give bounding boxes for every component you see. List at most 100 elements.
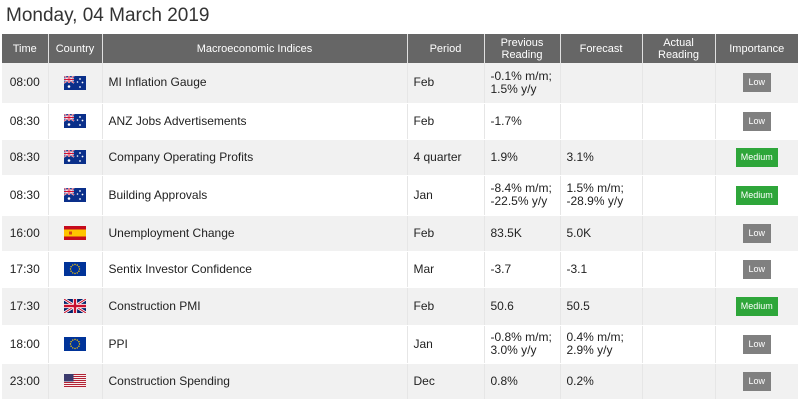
importance-badge: Medium — [735, 147, 778, 167]
row-forecast-line1: 5.0K — [566, 225, 592, 240]
row-country — [48, 287, 103, 326]
row-indicator[interactable]: Company Operating Profits — [102, 139, 408, 176]
row-forecast-line1: -3.1 — [566, 261, 588, 276]
column-header-country[interactable]: Country — [48, 34, 103, 63]
table-row[interactable]: 08:30 ANZ Jobs Advertisements Feb -1.7% Low — [2, 103, 798, 140]
row-indicator[interactable]: Sentix Investor Confidence — [102, 251, 408, 288]
row-previous-line2: -22.5% y/y — [490, 194, 548, 208]
row-forecast-line1: 3.1% — [566, 149, 594, 164]
column-header-forecast[interactable]: Forecast — [560, 34, 643, 63]
row-indicator[interactable]: PPI — [102, 325, 408, 364]
row-indicator[interactable]: Unemployment Change — [102, 215, 408, 252]
table-row[interactable]: 08:00 MI Inflation Gauge Feb -0.1% m/m; 1.5%… — [2, 63, 798, 104]
row-previous-line1: 1.9% — [490, 149, 518, 164]
row-previous-line1: -1.7% — [490, 113, 522, 128]
row-forecast — [560, 103, 643, 140]
row-forecast: 1.5% m/m; -28.9% y/y — [560, 175, 643, 216]
row-previous: -0.8% m/m; 3.0% y/y — [484, 325, 561, 364]
row-time: 18:00 — [2, 325, 49, 364]
row-actual — [642, 363, 716, 400]
row-indicator[interactable]: Construction Spending — [102, 363, 408, 400]
row-indicator[interactable]: Construction PMI — [102, 287, 408, 326]
row-actual — [642, 325, 716, 364]
column-header-previous[interactable]: Previous Reading — [484, 34, 561, 63]
row-importance: Medium — [715, 287, 798, 326]
importance-badge: Low — [742, 223, 771, 243]
uk-flag-icon — [64, 299, 86, 313]
table-row[interactable]: 17:30 Sentix Investor Confidence Mar -3.7 -3… — [2, 251, 798, 288]
row-importance: Medium — [715, 175, 798, 216]
row-country — [48, 215, 103, 252]
row-previous-line1: 0.8% — [490, 373, 518, 388]
row-country — [48, 325, 103, 364]
row-previous: -8.4% m/m; -22.5% y/y — [484, 175, 561, 216]
table-row[interactable]: 16:00 Unemployment Change Feb 83.5K 5.0K Low — [2, 215, 798, 252]
row-period: Jan — [407, 175, 485, 216]
row-previous: -1.7% — [484, 103, 561, 140]
row-time: 23:00 — [2, 363, 49, 400]
row-forecast: 0.2% — [560, 363, 643, 400]
importance-badge: Low — [742, 371, 771, 391]
eu-flag-icon — [64, 262, 86, 276]
row-actual — [642, 63, 716, 104]
row-previous-line2: 1.5% y/y — [490, 81, 537, 96]
row-time: 08:30 — [2, 175, 49, 216]
table-row[interactable]: 17:30 Construction PMI Feb 50.6 50.5 Medium — [2, 287, 798, 326]
row-previous: 1.9% — [484, 139, 561, 176]
row-period: Dec — [407, 363, 485, 400]
importance-badge: Medium — [735, 185, 778, 205]
row-previous: 50.6 — [484, 287, 561, 326]
row-previous: 0.8% — [484, 363, 561, 400]
table-row[interactable]: 08:30 Building Approvals Jan -8.4% m/m; -22.… — [2, 175, 798, 216]
eu-flag-icon — [64, 337, 86, 351]
column-header-time[interactable]: Time — [2, 34, 49, 63]
row-country — [48, 363, 103, 400]
column-header-actual-line2: Reading — [658, 48, 699, 61]
row-period: Feb — [407, 63, 485, 104]
column-header-importance[interactable]: Importance — [715, 34, 798, 63]
column-header-indices[interactable]: Macroeconomic Indices — [102, 34, 408, 63]
row-previous-line1: -3.7 — [490, 261, 512, 276]
row-indicator[interactable]: MI Inflation Gauge — [102, 63, 408, 104]
row-forecast: -3.1 — [560, 251, 643, 288]
row-importance: Medium — [715, 139, 798, 176]
row-indicator[interactable]: ANZ Jobs Advertisements — [102, 103, 408, 140]
table-row[interactable]: 18:00 PPI Jan -0.8% m/m; 3.0% y/y 0.4% m/m; 2.… — [2, 325, 798, 364]
row-actual — [642, 215, 716, 252]
row-actual — [642, 139, 716, 176]
importance-badge: Low — [742, 334, 771, 354]
row-period: 4 quarter — [407, 139, 485, 176]
spain-flag-icon — [64, 226, 86, 240]
importance-badge: Medium — [735, 296, 778, 316]
row-forecast-line1: 0.4% m/m; — [566, 330, 624, 344]
row-time: 08:30 — [2, 139, 49, 176]
row-importance: Low — [715, 103, 798, 140]
row-time: 16:00 — [2, 215, 49, 252]
row-actual — [642, 103, 716, 140]
row-period: Feb — [407, 215, 485, 252]
row-previous-line1: -0.8% m/m; — [490, 330, 552, 344]
column-header-period[interactable]: Period — [407, 34, 485, 63]
row-previous-line1: 50.6 — [490, 298, 514, 313]
usa-flag-icon — [64, 374, 86, 388]
importance-badge: Low — [742, 259, 771, 279]
row-forecast — [560, 63, 643, 104]
economic-calendar-table: Time Country Macroeconomic Indices Perio… — [2, 34, 798, 400]
row-importance: Low — [715, 363, 798, 400]
row-previous-line1: 83.5K — [490, 225, 522, 240]
row-forecast-line2: 2.9% y/y — [566, 343, 613, 357]
row-forecast-line2: -28.9% y/y — [566, 194, 624, 208]
row-forecast: 50.5 — [560, 287, 643, 326]
column-header-previous-line1: Previous — [500, 36, 544, 49]
row-period: Jan — [407, 325, 485, 364]
column-header-previous-line2: Reading — [501, 48, 543, 61]
row-importance: Low — [715, 251, 798, 288]
row-country — [48, 139, 103, 176]
australia-flag-icon — [64, 75, 86, 90]
row-importance: Low — [715, 215, 798, 252]
table-row[interactable]: 08:30 Company Operating Profits 4 quarter 1… — [2, 139, 798, 176]
row-indicator[interactable]: Building Approvals — [102, 175, 408, 216]
table-row[interactable]: 23:00 Construction Spending Dec 0.8% 0.2% Low — [2, 363, 798, 400]
column-header-actual[interactable]: Actual Reading — [642, 34, 716, 63]
row-country — [48, 251, 103, 288]
